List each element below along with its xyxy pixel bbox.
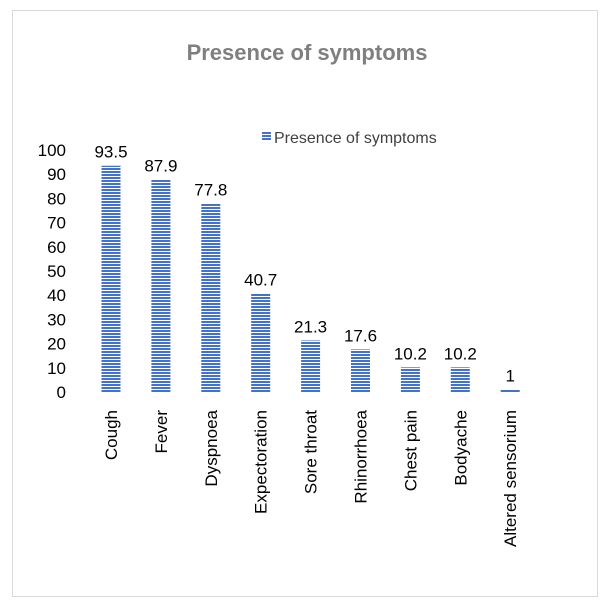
y-tick-label: 80 [47,189,66,208]
bar [251,293,271,392]
x-tick-label: Expectoration [252,410,271,514]
y-tick-label: 20 [47,335,66,354]
bar [301,340,321,392]
x-tick-label: Chest pain [401,410,420,491]
data-label: 1 [505,367,514,386]
x-tick-label: Altered sensorium [501,410,520,547]
y-tick-label: 0 [57,383,66,402]
y-tick-label: 70 [47,214,66,233]
y-tick-label: 60 [47,238,66,257]
x-tick-label: Bodyache [451,410,470,486]
data-label: 21.3 [294,317,327,336]
y-tick-label: 10 [47,359,66,378]
y-tick-label: 100 [38,141,66,160]
data-label: 10.2 [444,344,477,363]
x-tick-label: Rhinorrhoea [352,409,371,503]
bar [400,367,420,392]
data-label: 93.5 [94,143,127,162]
y-tick-label: 40 [47,286,66,305]
x-tick-label: Dyspnoea [202,409,221,486]
data-label: 17.6 [344,326,377,345]
y-tick-label: 50 [47,262,66,281]
bar [500,389,520,392]
bar [201,203,221,392]
x-tick-label: Fever [152,410,171,454]
legend-swatch [262,131,271,140]
data-label: 87.9 [144,156,177,175]
data-label: 10.2 [394,344,427,363]
bar [450,367,470,392]
bar [151,179,171,392]
y-tick-label: 90 [47,165,66,184]
x-tick-label: Sore throat [302,410,321,494]
bar [351,349,370,392]
chart-frame [12,10,598,597]
data-label: 40.7 [244,271,277,290]
bar [101,165,121,392]
data-label: 77.8 [194,181,227,200]
legend-label: Presence of symptoms [274,130,437,147]
x-tick-label: Cough [102,410,121,460]
chart-title: Presence of symptoms [187,40,428,65]
y-tick-label: 30 [47,310,66,329]
